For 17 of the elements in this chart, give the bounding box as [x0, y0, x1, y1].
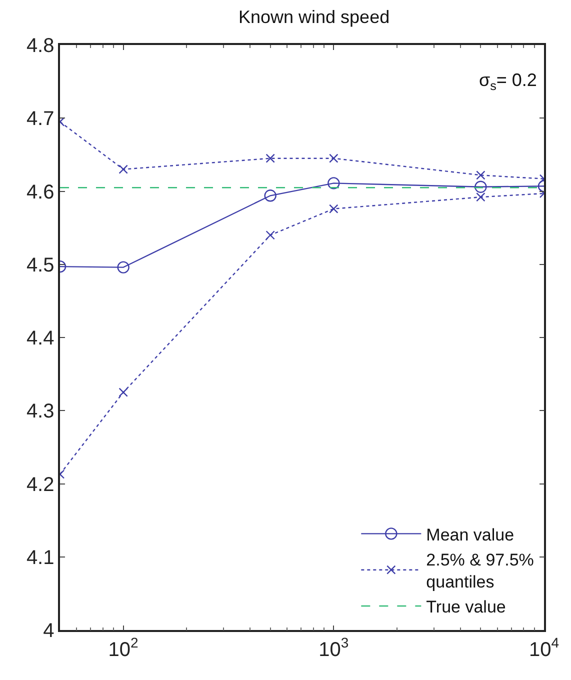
legend-label: Mean value — [426, 525, 514, 544]
y-tick-label: 4.6 — [26, 181, 54, 204]
x-tick-label: 10$^{3}$ — [318, 634, 349, 661]
legend-label: True value — [426, 598, 506, 617]
annotation: σ$_{s}$= 0.2 — [479, 70, 537, 93]
chart-title: Known wind speed — [238, 6, 390, 27]
x-tick-label: 10$^{2}$ — [108, 634, 139, 661]
y-tick-label: 4.7 — [26, 108, 54, 130]
y-tick-label: 4.1 — [26, 546, 54, 569]
y-tick-label: 4.5 — [26, 254, 54, 276]
y-tick-label: 4 — [43, 620, 54, 642]
y-tick-label: 4.3 — [26, 400, 54, 423]
y-tick-label: 4.2 — [26, 474, 54, 496]
legend-label: 2.5% & 97.5% quantiles — [426, 550, 534, 592]
y-tick-label: 4.8 — [26, 35, 54, 57]
y-tick-label: 4.4 — [26, 328, 54, 350]
x-tick-label: 10$^{4}$ — [528, 634, 560, 661]
